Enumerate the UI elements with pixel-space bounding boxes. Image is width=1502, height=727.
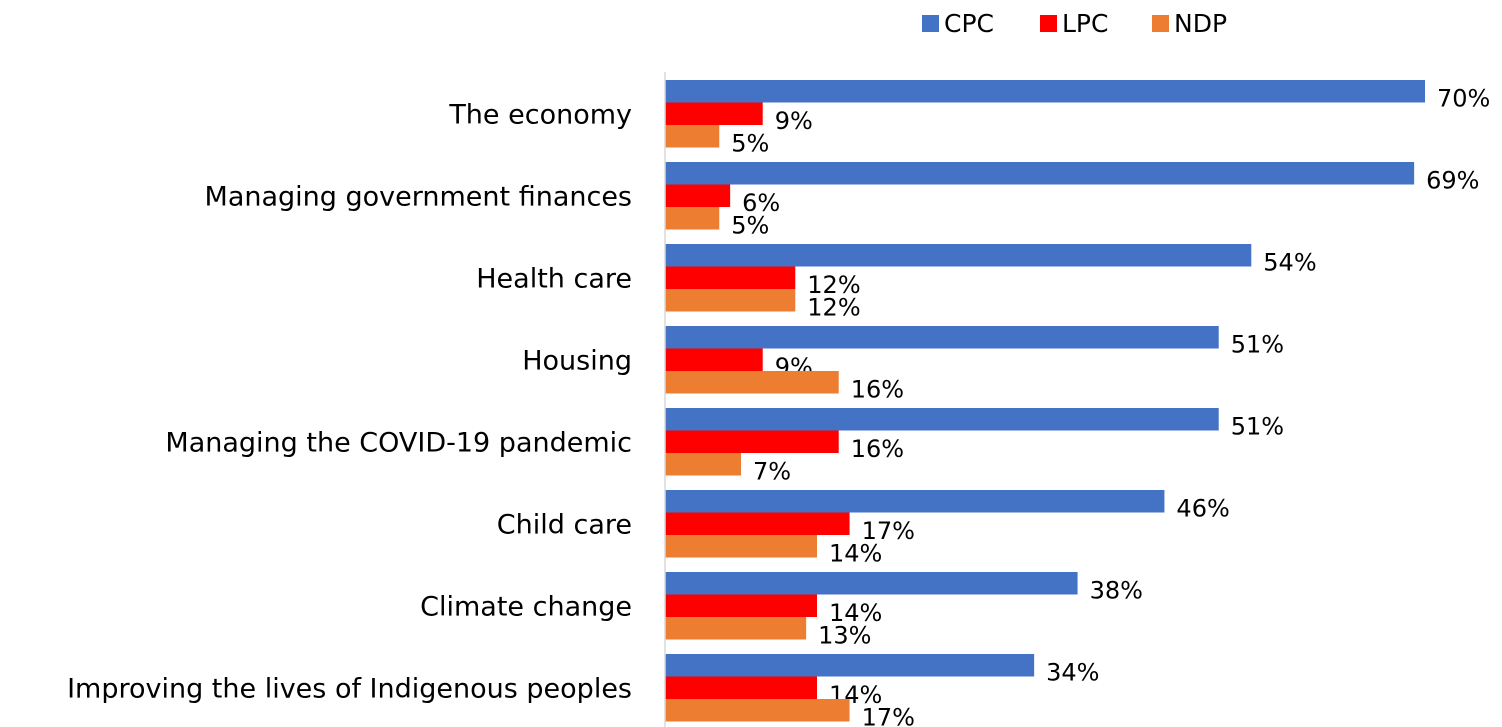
bar bbox=[665, 490, 1165, 513]
bar bbox=[665, 184, 731, 207]
bar bbox=[665, 512, 850, 535]
bar bbox=[665, 348, 763, 371]
value-label: 54% bbox=[1263, 248, 1316, 276]
value-label: 38% bbox=[1090, 576, 1143, 604]
category-label: Managing government finances bbox=[205, 182, 632, 213]
bar bbox=[665, 102, 763, 125]
bar bbox=[665, 80, 1425, 103]
value-label: 5% bbox=[731, 211, 769, 239]
bar bbox=[665, 408, 1219, 431]
value-label: 34% bbox=[1046, 658, 1099, 686]
value-label: 16% bbox=[851, 375, 904, 403]
bar bbox=[665, 654, 1035, 677]
category-label: Housing bbox=[522, 346, 632, 377]
legend-swatch bbox=[1152, 15, 1169, 32]
bar bbox=[665, 289, 796, 312]
legend-label: LPC bbox=[1062, 9, 1108, 38]
bar bbox=[665, 430, 839, 453]
value-label: 13% bbox=[818, 621, 871, 649]
value-label: 12% bbox=[807, 293, 860, 321]
legend-swatch bbox=[1040, 15, 1057, 32]
value-label: 51% bbox=[1231, 330, 1284, 358]
value-label: 51% bbox=[1231, 412, 1284, 440]
value-label: 16% bbox=[851, 435, 904, 463]
bar bbox=[665, 594, 817, 617]
bar bbox=[665, 371, 839, 394]
value-label: 17% bbox=[862, 517, 915, 545]
bar bbox=[665, 162, 1415, 185]
bar bbox=[665, 617, 807, 640]
value-label: 70% bbox=[1437, 84, 1490, 112]
value-label: 14% bbox=[829, 599, 882, 627]
category-label: Health care bbox=[476, 264, 632, 295]
legend-label: CPC bbox=[944, 9, 994, 38]
bar bbox=[665, 266, 796, 289]
value-label: 69% bbox=[1426, 166, 1479, 194]
category-label: Child care bbox=[497, 510, 632, 541]
value-label: 14% bbox=[829, 539, 882, 567]
bar bbox=[665, 326, 1219, 349]
category-label: Climate change bbox=[420, 592, 632, 623]
category-label: Managing the COVID-19 pandemic bbox=[165, 428, 632, 459]
bar bbox=[665, 535, 817, 558]
legend-label: NDP bbox=[1174, 9, 1227, 38]
category-label: Improving the lives of Indigenous people… bbox=[67, 674, 632, 705]
value-label: 7% bbox=[753, 457, 791, 485]
bar bbox=[665, 453, 741, 476]
category-label: The economy bbox=[448, 100, 632, 131]
bar bbox=[665, 572, 1078, 595]
bar bbox=[665, 699, 850, 722]
value-label: 17% bbox=[862, 703, 915, 727]
value-label: 6% bbox=[742, 189, 780, 217]
value-label: 46% bbox=[1176, 494, 1229, 522]
legend-swatch bbox=[922, 15, 939, 32]
bar bbox=[665, 125, 720, 148]
bar bbox=[665, 244, 1252, 267]
bar bbox=[665, 676, 817, 699]
bar bbox=[665, 207, 720, 230]
value-label: 5% bbox=[731, 129, 769, 157]
value-label: 12% bbox=[807, 271, 860, 299]
value-label: 9% bbox=[775, 107, 813, 135]
